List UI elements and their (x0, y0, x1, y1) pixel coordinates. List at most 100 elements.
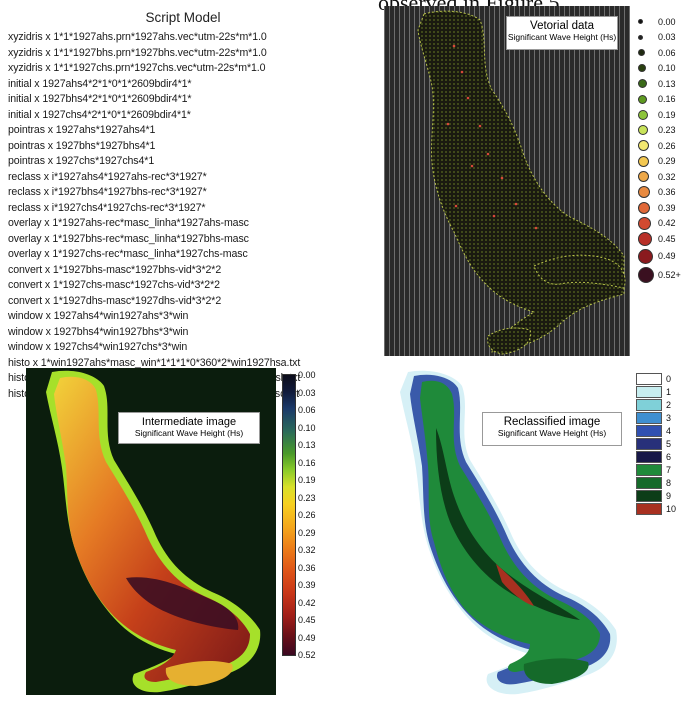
vetorial-legend-item: 0.26 (636, 138, 692, 154)
reclassified-legend-item: 5 (636, 437, 686, 450)
script-line: reclass x i*1927bhs4*1927bhs-rec*3*1927* (8, 186, 207, 198)
legend-swatch-icon (636, 489, 662, 502)
vetorial-legend-label: 0.52+ (658, 270, 681, 280)
script-line: convert x 1*1927dhs-masc*1927dhs-vid*3*2… (8, 294, 222, 307)
vetorial-legend-label: 0.10 (658, 63, 676, 74)
reclassified-legend-label: 7 (666, 464, 672, 475)
reclassified-legend-label: 8 (666, 477, 672, 488)
vetorial-legend-label: 0.49 (658, 251, 676, 261)
intermediate-callout: Intermediate image Significant Wave Heig… (118, 412, 260, 444)
vetorial-legend-label: 0.32 (658, 171, 676, 182)
vetorial-legend-item: 0.49 (636, 247, 692, 266)
reclassified-legend-item: 9 (636, 489, 686, 502)
legend-dot-icon (638, 171, 649, 183)
legend-dot-icon (638, 248, 653, 264)
script-line: xyzidris x 1*1*1927ahs.prn*1927ahs.vec*u… (8, 31, 267, 43)
vetorial-legend-label: 0.26 (658, 140, 676, 151)
script-model-title: Script Model (145, 10, 221, 25)
reclassified-legend-item: 0 (636, 372, 686, 385)
reclassified-map: Reclassified image Significant Wave Heig… (384, 368, 634, 695)
intermediate-colorbar (282, 374, 296, 656)
script-line: window x 1927bhs4*win1927bhs*3*win (8, 325, 189, 338)
vetorial-map: Vetorial data Significant Wave Height (H… (384, 6, 630, 356)
script-line: xyzidris x 1*1*1927chs.prn*1927chs.vec*u… (8, 62, 266, 74)
vetorial-legend-item: 0.00 (636, 14, 692, 30)
script-lines: xyzidris x 1*1*1927ahs.prn*1927ahs.vec*u… (8, 30, 300, 402)
vetorial-legend-item: 0.13 (636, 76, 692, 92)
intermediate-subtitle: Significant Wave Height (Hs) (134, 428, 244, 438)
vetorial-legend-item: 0.03 (636, 30, 692, 46)
script-line: histo x 1*win1927ahs*masc_win*1*1*1*0*36… (8, 356, 301, 369)
script-line: initial x 1927bhs4*2*1*0*1*2609bdir4*1* (8, 93, 192, 105)
vetorial-legend-label: 0.00 (658, 16, 676, 27)
script-line: window x 1927ahs4*win1927ahs*3*win (8, 310, 189, 322)
intermediate-title: Intermediate image (141, 416, 237, 428)
vetorial-title: Vetorial data (530, 20, 594, 32)
script-line: reclass x i*1927chs4*1927chs-rec*3*1927* (8, 201, 206, 214)
legend-dot-icon (638, 109, 648, 120)
vetorial-legend-item: 0.16 (636, 92, 692, 108)
legend-dot-icon (638, 216, 651, 230)
reclassified-map-graphic (400, 370, 617, 695)
colorbar-label: 0.29 (298, 527, 316, 538)
script-line: xyzidris x 1*1*1927bhs.prn*1927bhs.vec*u… (8, 46, 267, 59)
colorbar-label: 0.26 (298, 510, 316, 520)
script-line: initial x 1927chs4*2*1*0*1*2609bdir4*1* (8, 108, 191, 121)
vetorial-legend-label: 0.29 (658, 156, 676, 167)
vetorial-legend-item: 0.23 (636, 123, 692, 139)
legend-swatch-icon (636, 502, 662, 515)
vetorial-legend-item: 0.45 (636, 231, 692, 247)
colorbar-label: 0.42 (298, 597, 316, 608)
vetorial-legend-label: 0.39 (658, 202, 676, 213)
vetorial-legend-label: 0.19 (658, 109, 676, 120)
reclassified-legend-label: 3 (666, 412, 672, 423)
legend-swatch-icon (636, 372, 662, 385)
reclassified-legend-label: 9 (666, 490, 672, 501)
reclassified-title: Reclassified image (503, 416, 601, 428)
vetorial-legend-label: 0.36 (658, 187, 676, 198)
vetorial-legend-label: 0.23 (658, 125, 676, 136)
script-line: initial x 1927ahs4*2*1*0*1*2609bdir4*1* (8, 77, 192, 90)
legend-dot-icon (638, 201, 650, 214)
intermediate-colorbar-labels: 0.00 0.03 0.06 0.10 0.13 0.16 0.19 0.23 0.26 0.29… (298, 370, 338, 660)
reclassified-legend-label: 0 (666, 373, 672, 384)
legend-swatch-icon (636, 385, 662, 398)
vetorial-legend-item: 0.06 (636, 45, 692, 61)
colorbar-label: 0.32 (298, 545, 316, 555)
vetorial-legend-label: 0.03 (658, 32, 676, 43)
legend-swatch-icon (636, 411, 662, 424)
reclassified-legend-item: 7 (636, 463, 686, 476)
script-line: overlay x 1*1927bhs-rec*masc_linha*1927b… (8, 232, 249, 245)
colorbar-label: 0.16 (298, 457, 316, 468)
legend-swatch-icon (636, 398, 662, 411)
colorbar-label: 0.03 (298, 387, 316, 398)
reclassified-legend-item: 4 (636, 424, 686, 437)
colorbar-label: 0.49 (298, 632, 316, 643)
legend-dot-icon (638, 231, 652, 246)
script-line: convert x 1*1927bhs-masc*1927bhs-vid*3*2… (8, 263, 222, 276)
reclassified-legend-item: 1 (636, 385, 686, 398)
vetorial-legend-item: 0.32 (636, 169, 692, 185)
colorbar-label: 0.39 (298, 580, 316, 590)
vetorial-legend-label: 0.45 (658, 233, 676, 244)
legend-dot-icon (638, 64, 646, 73)
colorbar-label: 0.52 (298, 650, 316, 660)
reclassified-legend-label: 1 (666, 386, 672, 397)
vetorial-map-graphic (384, 6, 630, 356)
reclassified-legend-label: 10 (666, 503, 677, 514)
vetorial-subtitle: Significant Wave Height (Hs) (507, 32, 617, 42)
reclassified-legend-label: 4 (666, 425, 672, 436)
legend-dot-icon (638, 140, 649, 152)
colorbar-label: 0.36 (298, 562, 316, 573)
vetorial-legend-item: 0.39 (636, 200, 692, 216)
script-line: pointras x 1927chs*1927chs4*1 (8, 155, 155, 167)
vetorial-legend-label: 0.06 (658, 47, 676, 58)
reclassified-callout: Reclassified image Significant Wave Heig… (482, 412, 622, 446)
script-line: reclass x i*1927ahs4*1927ahs-rec*3*1927* (8, 170, 207, 183)
legend-dot-icon (638, 94, 647, 104)
colorbar-label: 0.23 (298, 492, 316, 503)
legend-dot-icon (638, 155, 649, 167)
reclassified-legend-item: 8 (636, 476, 686, 489)
vetorial-legend-item: 0.42 (636, 216, 692, 232)
vetorial-legend-item: 0.36 (636, 185, 692, 201)
